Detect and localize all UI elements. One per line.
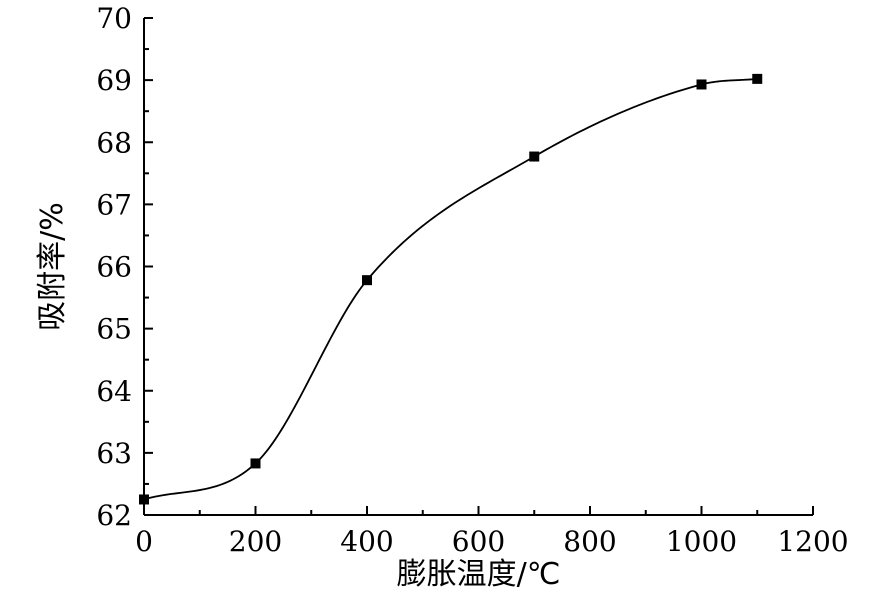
- data-point-marker: [752, 73, 763, 84]
- x-tick-label: 0: [135, 525, 153, 558]
- x-tick-label: 200: [229, 525, 282, 558]
- y-tick-label: 69: [96, 64, 132, 97]
- y-tick-label: 66: [96, 251, 132, 284]
- x-axis-title: 膨胀温度/℃: [397, 557, 561, 592]
- axes: [143, 18, 813, 516]
- x-tick-label: 1200: [777, 525, 848, 558]
- data-point-marker: [362, 275, 372, 286]
- y-tick-label: 70: [96, 2, 132, 35]
- x-tick-label: 600: [452, 525, 505, 558]
- x-tick-label: 800: [563, 525, 616, 558]
- axis-ticks: [143, 17, 814, 516]
- x-tick-label: 1000: [666, 525, 737, 558]
- y-tick-label: 64: [96, 375, 132, 408]
- y-axis-title: 吸附率/%: [35, 202, 70, 331]
- data-series: [143, 77, 758, 501]
- data-point-marker: [529, 151, 540, 162]
- tick-labels: 0 200 400 600 800 1000 1200 62 63 64 65 66 67 68 69 70: [96, 2, 848, 558]
- series-line: [143, 77, 758, 501]
- data-markers: [139, 73, 763, 505]
- data-point-marker: [139, 494, 149, 505]
- y-tick-label: 65: [96, 313, 132, 346]
- data-point-marker: [250, 458, 261, 469]
- y-tick-label: 68: [96, 126, 132, 159]
- y-tick-label: 67: [96, 188, 132, 221]
- data-point-marker: [696, 79, 707, 90]
- x-tick-label: 400: [340, 525, 393, 558]
- y-tick-label: 63: [96, 437, 132, 470]
- y-tick-label: 62: [96, 499, 132, 532]
